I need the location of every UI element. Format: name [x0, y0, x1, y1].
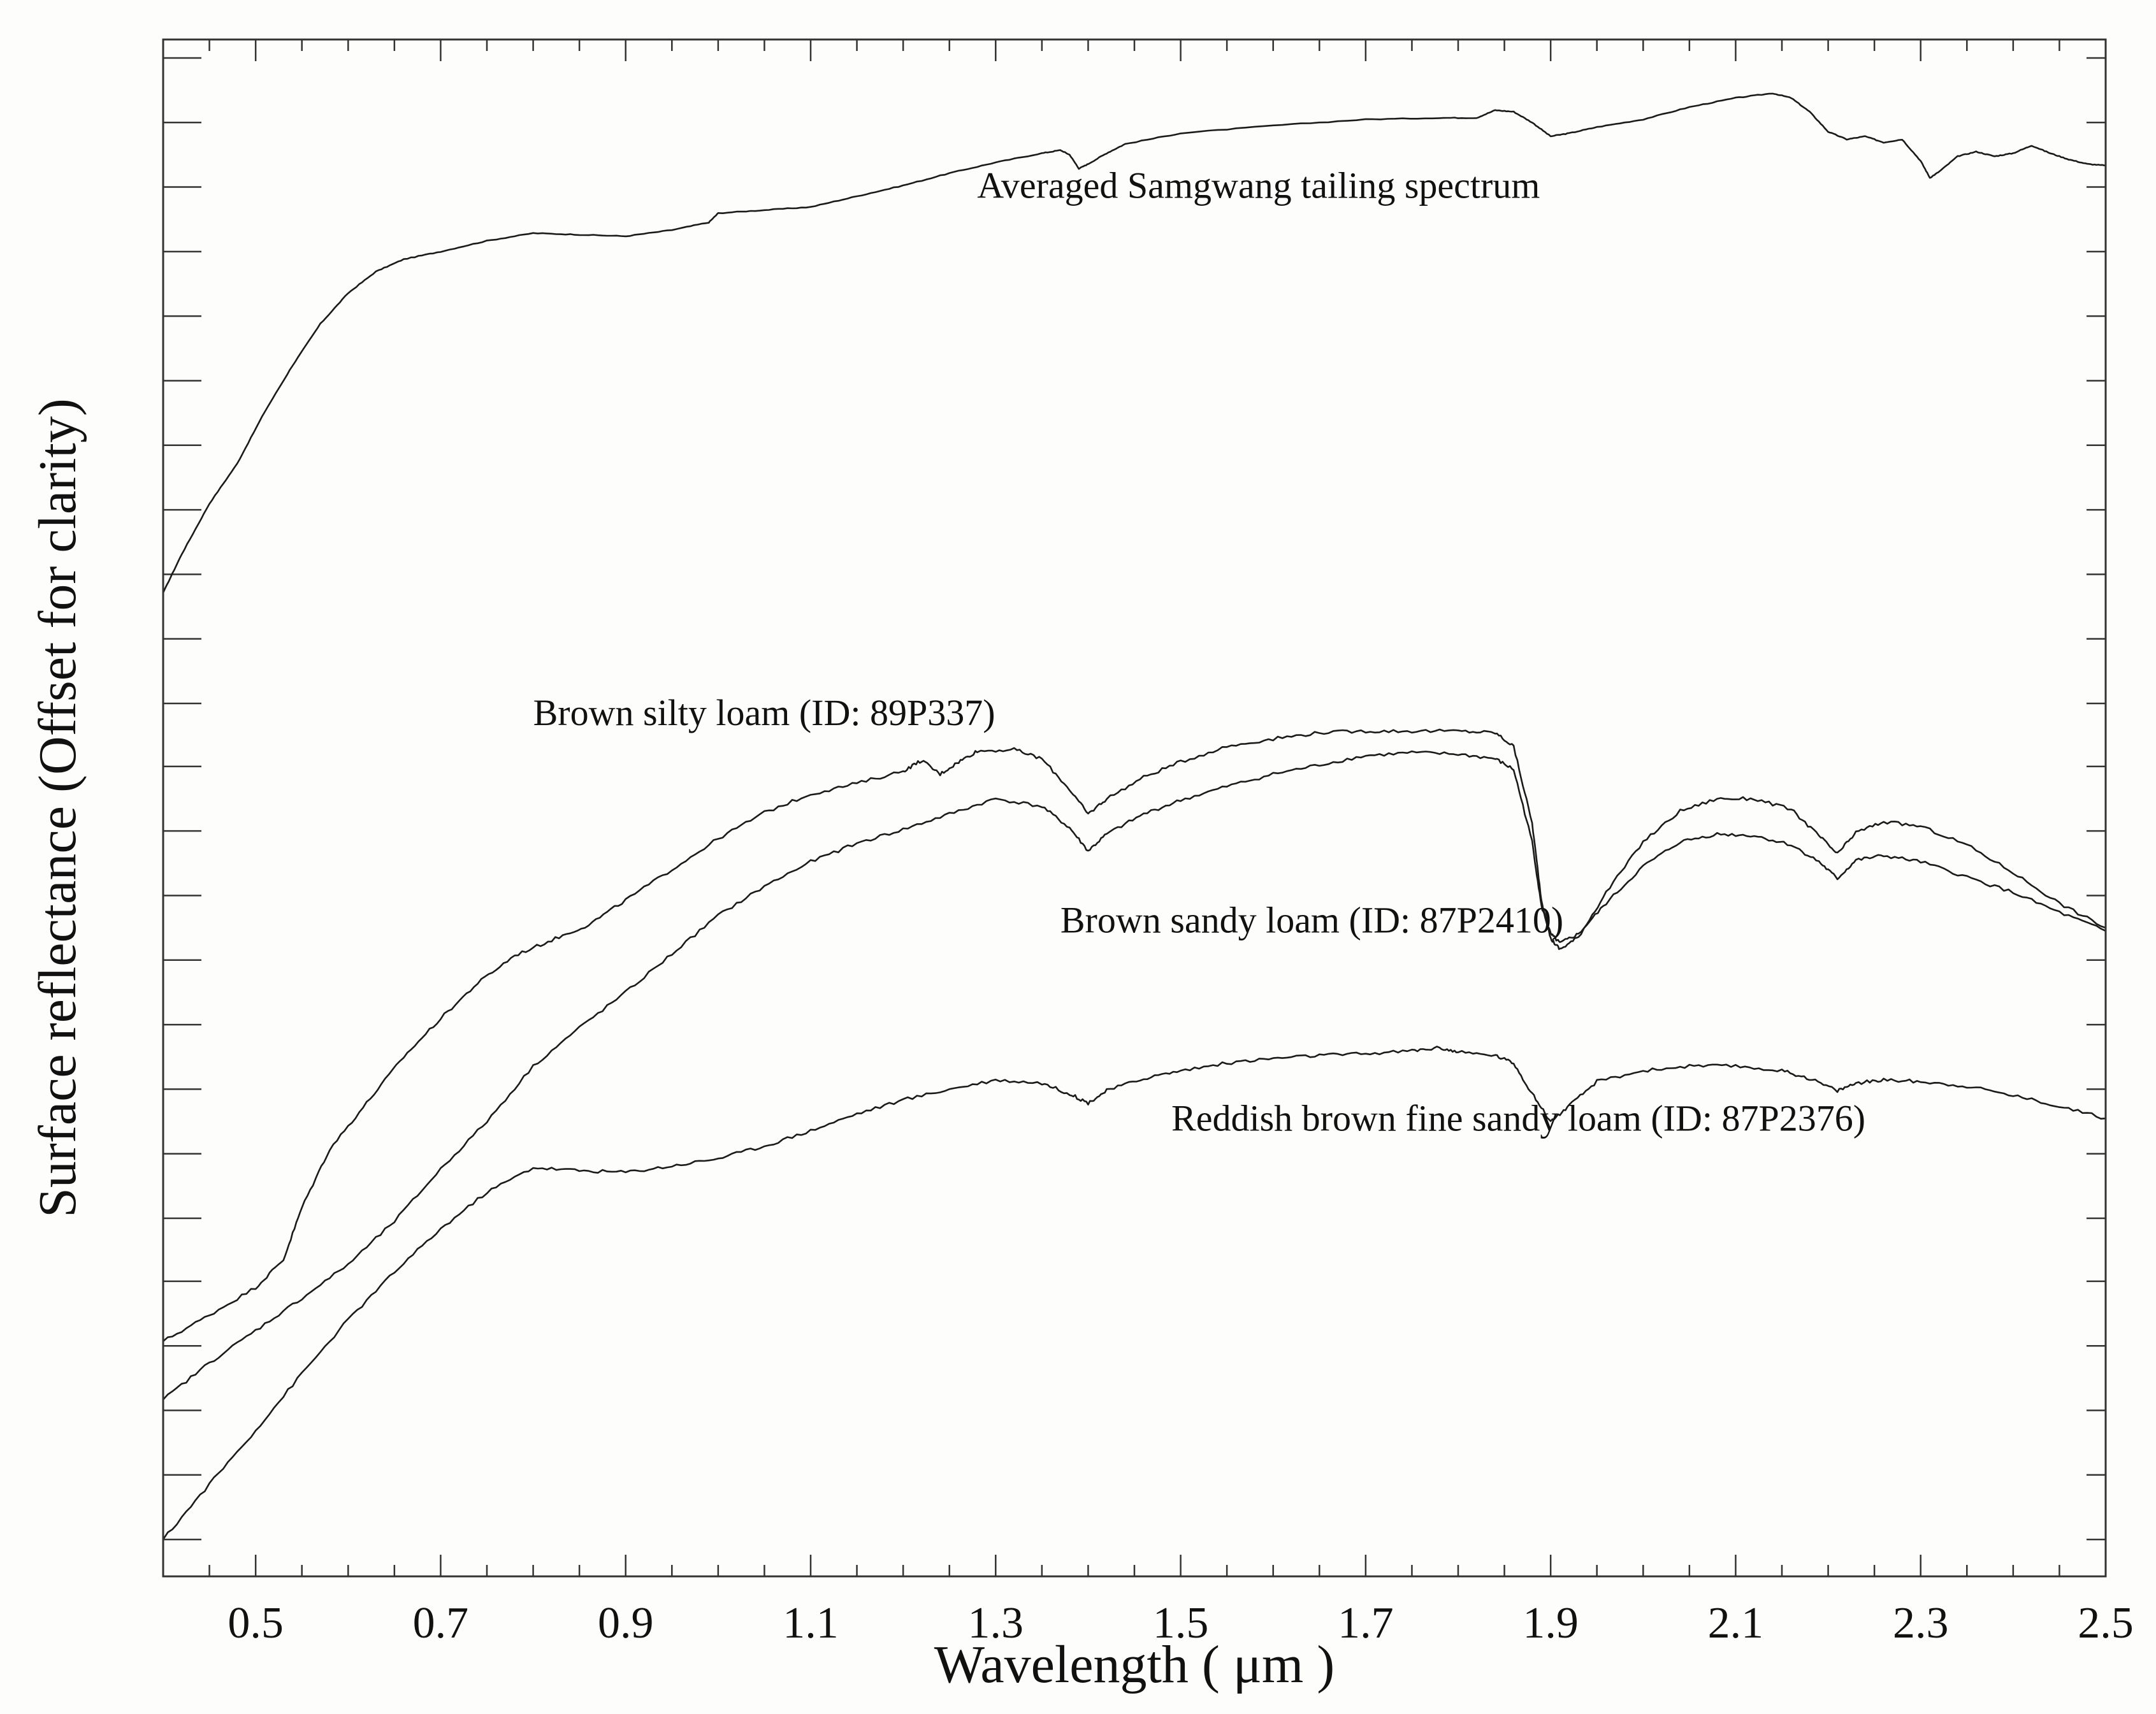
series-line-2: [163, 728, 2106, 1342]
x-axis-tick-labels: 0.5 0.7 0.9 1.1 1.3 1.5 1.7 1.9 2.1 2.3 2.5: [228, 1599, 2133, 1648]
series-annotation-4: Reddish brown fine sandy loam (ID: 87P23…: [1171, 1098, 1865, 1139]
x-tick-label: 0.7: [413, 1599, 469, 1648]
x-tick-label: 1.7: [1338, 1599, 1394, 1648]
x-axis-ticks: [208, 40, 2107, 1576]
x-tick-label: 0.5: [228, 1599, 284, 1648]
series-annotations: Averaged Samgwang tailing spectrum Brown …: [533, 164, 1865, 1139]
x-tick-label: 0.9: [598, 1599, 654, 1648]
series-annotation-1: Averaged Samgwang tailing spectrum: [977, 164, 1540, 206]
x-tick-label: 1.3: [968, 1599, 1024, 1648]
series-line-1: [162, 92, 2106, 593]
x-tick-label: 2.1: [1708, 1599, 1764, 1648]
x-tick-label: 1.5: [1153, 1599, 1209, 1648]
x-tick-label: 2.5: [2078, 1599, 2134, 1648]
plot-frame: [162, 38, 2107, 1578]
series-annotation-3: Brown sandy loam (ID: 87P2410): [1060, 899, 1563, 940]
series-line-4: [162, 1046, 2106, 1540]
x-tick-label: 2.3: [1893, 1599, 1949, 1648]
series-line-3: [163, 750, 2106, 1401]
x-tick-label: 1.9: [1523, 1599, 1579, 1648]
y-axis-ticks: [163, 57, 2106, 1541]
y-axis-title: Surface reflectance (Offset for clarity): [28, 398, 87, 1218]
x-axis-title: Wavelength ( μm ): [934, 1635, 1335, 1694]
series-annotation-2: Brown silty loam (ID: 89P337): [533, 692, 995, 733]
spectra-series: [162, 92, 2106, 1540]
x-tick-label: 1.1: [783, 1599, 839, 1648]
